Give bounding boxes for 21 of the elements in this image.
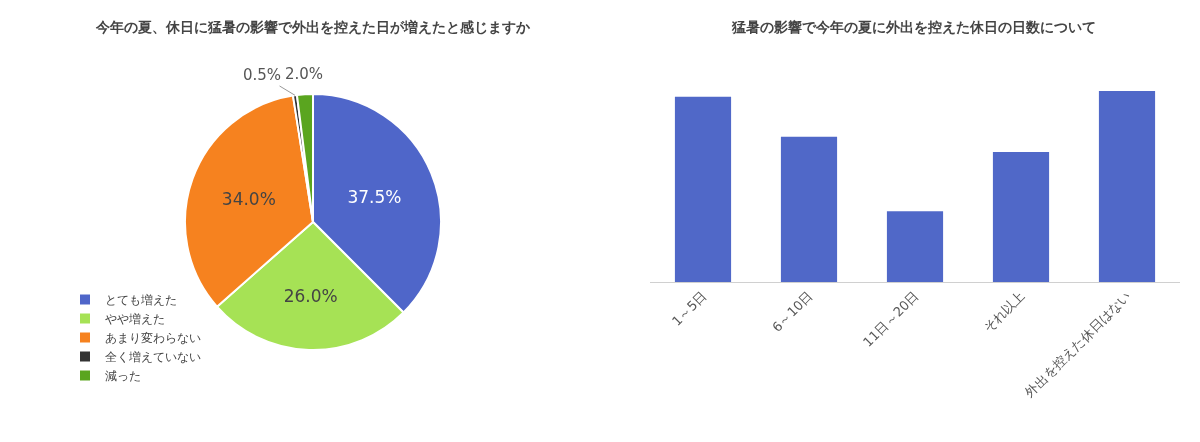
legend-label: 減った (105, 369, 141, 384)
x-tick-label: 6～10日 (769, 288, 816, 335)
x-tick-label: 1～5日 (669, 288, 710, 329)
bar (992, 152, 1050, 282)
data-label: 26.0% (283, 286, 338, 306)
data-label: 0.5% (243, 66, 282, 84)
bar (886, 211, 944, 282)
x-tick-label: それ以上 (980, 288, 1028, 336)
bar (674, 96, 732, 282)
data-label: 2.0% (285, 65, 324, 83)
chart-title: 今年の夏、休日に猛暑の影響で外出を控えた日が増えたと感じますか (95, 19, 531, 35)
bar (1098, 91, 1156, 282)
data-label: 37.5% (347, 186, 402, 207)
legend-label: 全く増えていない (105, 350, 201, 365)
x-tick-label: 11日～20日 (860, 288, 922, 350)
bar (780, 136, 838, 282)
data-label: 34.0% (221, 188, 276, 209)
legend-label: とても増えた (105, 293, 177, 308)
chart-title: 猛暑の影響で今年の夏に外出を控えた休日の日数について (731, 19, 1096, 35)
legend-label: あまり変わらない (105, 331, 201, 346)
legend-label: やや増えた (105, 312, 165, 327)
